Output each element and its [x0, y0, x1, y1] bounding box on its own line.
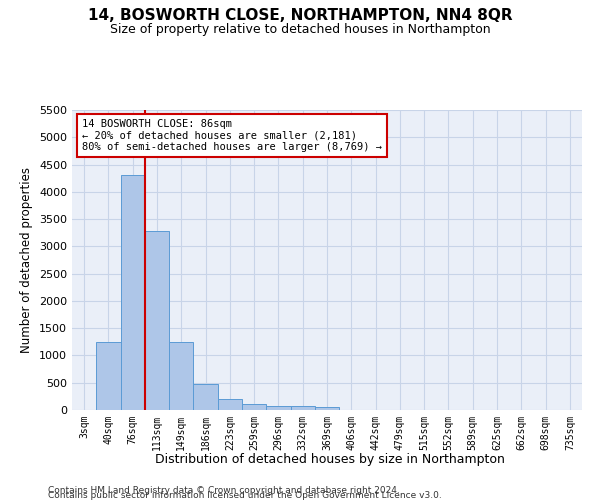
- Text: Contains HM Land Registry data © Crown copyright and database right 2024.: Contains HM Land Registry data © Crown c…: [48, 486, 400, 495]
- Bar: [121, 176, 145, 410]
- Y-axis label: Number of detached properties: Number of detached properties: [20, 167, 34, 353]
- Text: 14, BOSWORTH CLOSE, NORTHAMPTON, NN4 8QR: 14, BOSWORTH CLOSE, NORTHAMPTON, NN4 8QR: [88, 8, 512, 22]
- Text: Size of property relative to detached houses in Northampton: Size of property relative to detached ho…: [110, 22, 490, 36]
- Text: 14 BOSWORTH CLOSE: 86sqm
← 20% of detached houses are smaller (2,181)
80% of sem: 14 BOSWORTH CLOSE: 86sqm ← 20% of detach…: [82, 119, 382, 152]
- Bar: [96, 342, 121, 410]
- Bar: [266, 406, 290, 410]
- Bar: [145, 231, 169, 410]
- Text: Distribution of detached houses by size in Northampton: Distribution of detached houses by size …: [155, 452, 505, 466]
- Bar: [193, 384, 218, 410]
- Bar: [242, 404, 266, 410]
- Bar: [169, 342, 193, 410]
- Text: Contains public sector information licensed under the Open Government Licence v3: Contains public sector information licen…: [48, 491, 442, 500]
- Bar: [218, 399, 242, 410]
- Bar: [290, 406, 315, 410]
- Bar: [315, 407, 339, 410]
